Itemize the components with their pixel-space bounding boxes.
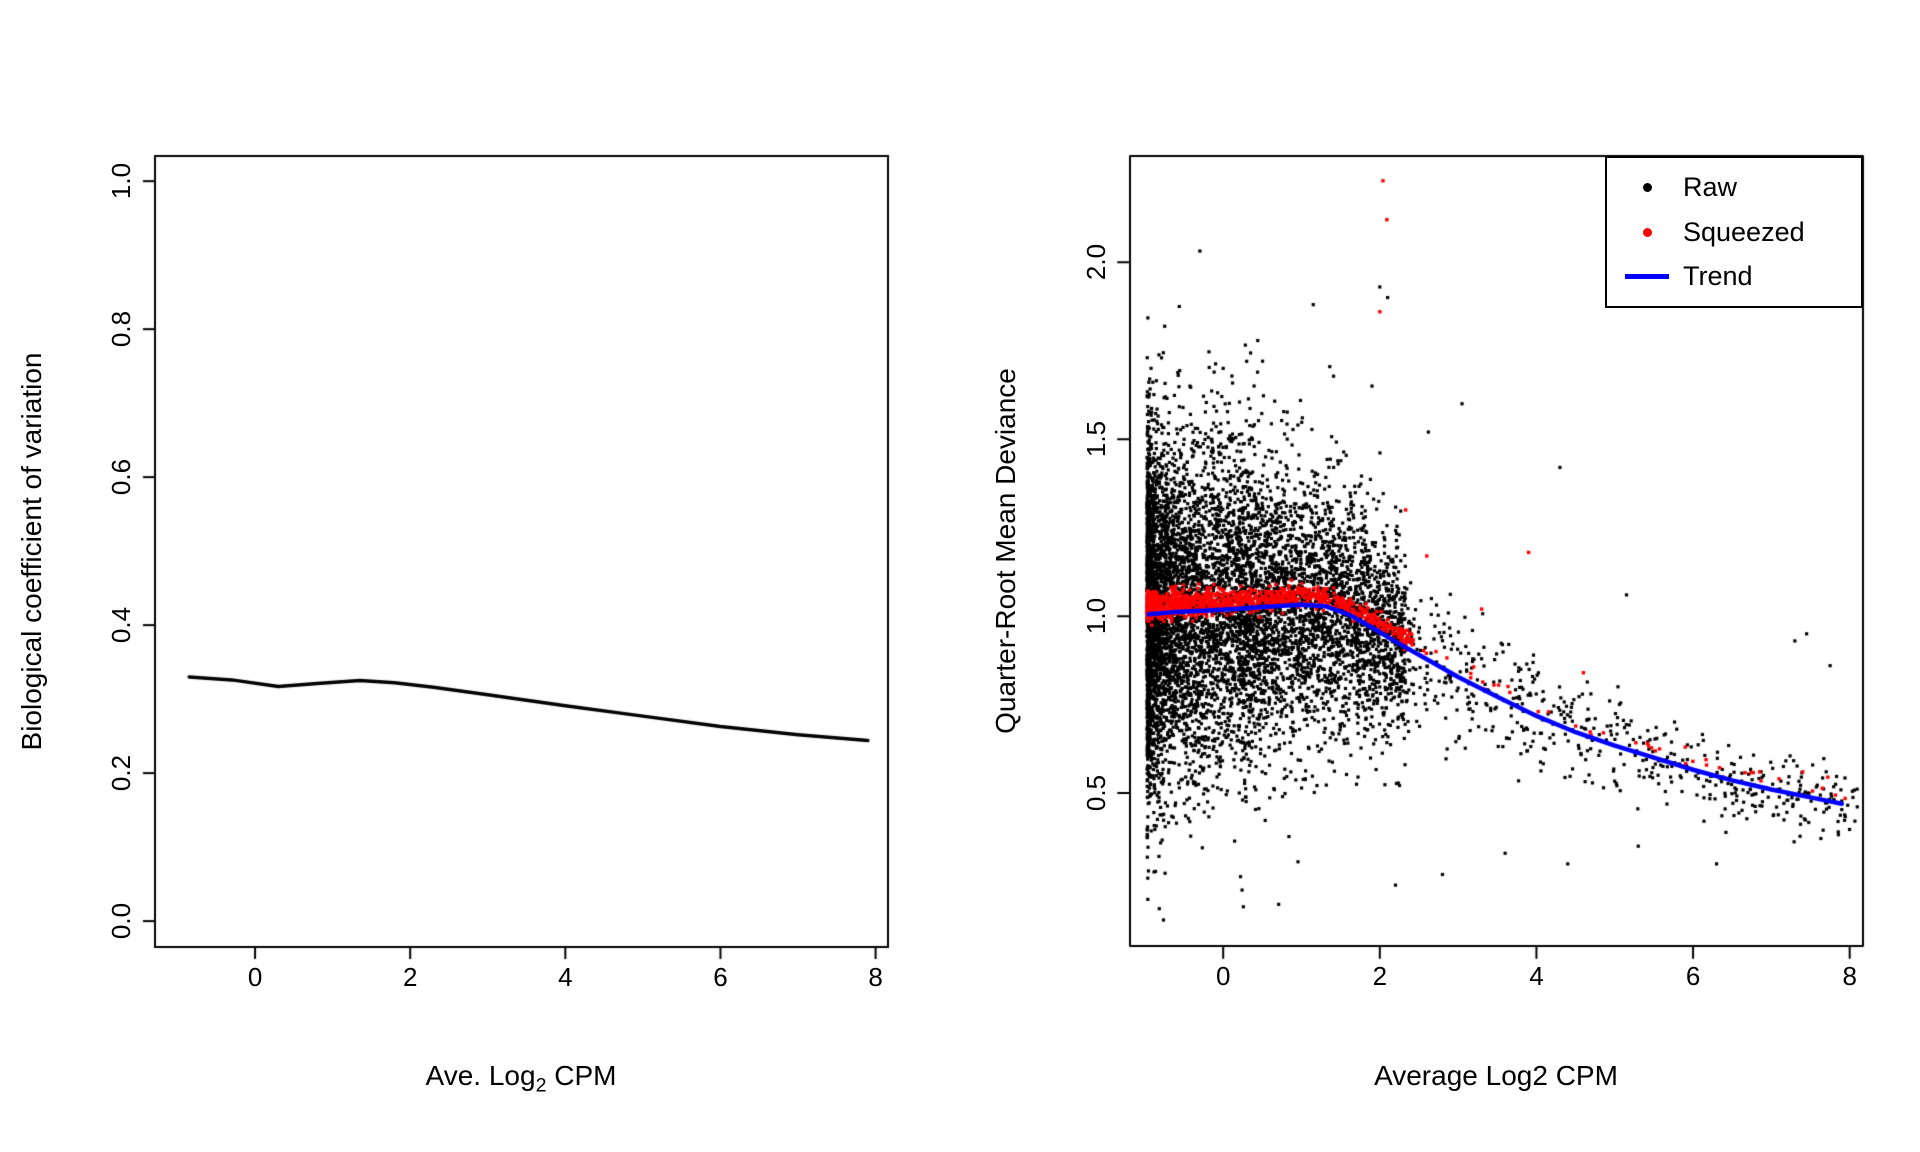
legend-item-squeezed: Squeezed	[1625, 217, 1861, 248]
x-tick-label: 0	[247, 962, 263, 992]
squeezed-marker-icon	[1625, 227, 1669, 237]
y-tick-label: 1.5	[1081, 421, 1111, 458]
x-tick-label: 6	[1685, 961, 1701, 991]
x-tick-label: 8	[868, 962, 883, 992]
x-label-prefix: Ave. Log	[425, 1060, 536, 1091]
y-axis-label-bcv: Biological coefficient of variation	[16, 352, 47, 751]
legend-label-raw: Raw	[1683, 171, 1738, 202]
y-tick-label: 0.0	[106, 903, 136, 940]
y-tick-label: 2.0	[1081, 244, 1111, 281]
x-axis-label-deviance: Average Log2 CPM	[1374, 1060, 1618, 1091]
x-tick-label: 2	[1372, 961, 1388, 991]
y-axis-label-deviance: Quarter-Root Mean Deviance	[990, 368, 1021, 734]
legend-item-trend: Trend	[1625, 261, 1861, 292]
y-tick-label: 1.0	[1081, 598, 1111, 635]
raw-marker-icon	[1625, 182, 1669, 192]
legend-item-raw: Raw	[1625, 172, 1861, 203]
trend-marker-icon	[1625, 274, 1669, 280]
x-tick-label: 2	[402, 962, 418, 992]
x-tick-label: 0	[1215, 961, 1231, 991]
y-tick-label: 0.6	[106, 459, 136, 496]
x-tick-label: 6	[713, 962, 728, 992]
x-tick-label: 4	[558, 962, 573, 992]
y-tick-label: 0.5	[1081, 775, 1111, 812]
x-label-subscript: 2	[535, 1074, 547, 1097]
x-tick-label: 4	[1529, 961, 1544, 991]
y-tick-label: 0.4	[106, 607, 136, 644]
x-tick-label: 8	[1842, 961, 1857, 991]
legend: Raw Squeezed Trend	[1605, 156, 1863, 308]
legend-label-squeezed: Squeezed	[1683, 216, 1805, 247]
y-tick-label: 0.2	[106, 755, 136, 792]
y-tick-label: 0.8	[106, 311, 136, 348]
x-label-suffix: CPM	[546, 1060, 617, 1091]
x-axis-label-bcv: Ave. Log2 CPM	[321, 1060, 721, 1102]
y-tick-label: 1.0	[106, 163, 136, 200]
legend-label-trend: Trend	[1683, 261, 1753, 292]
